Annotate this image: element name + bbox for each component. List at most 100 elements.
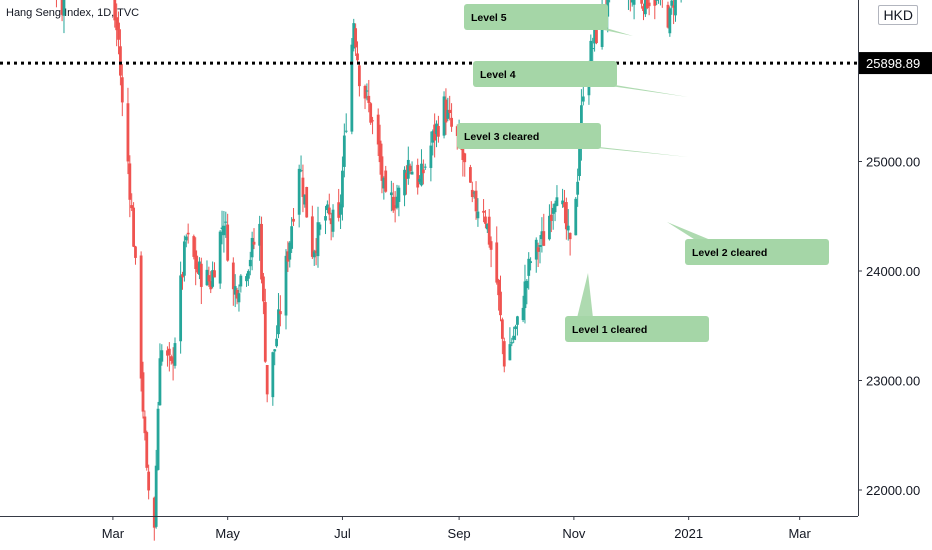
candle-body	[499, 291, 502, 316]
candle-body	[312, 251, 316, 258]
x-tick-label: 2021	[674, 526, 703, 541]
callout-box[interactable]	[473, 61, 617, 87]
candle-body	[510, 342, 514, 344]
candle-body	[356, 53, 359, 61]
candle-body	[205, 269, 209, 286]
callout-label: Level 5	[471, 12, 507, 24]
candle-body	[258, 223, 262, 246]
candle-body	[192, 236, 196, 257]
candle-body	[429, 145, 433, 168]
callout-box[interactable]	[457, 123, 601, 149]
candle-body	[566, 225, 570, 231]
candle-body	[376, 114, 380, 145]
candle-body	[173, 343, 177, 366]
callout-pointer	[587, 147, 688, 157]
candle-body	[630, 0, 634, 3]
candle-body	[301, 177, 305, 197]
candle-body	[220, 227, 224, 230]
candle-body	[593, 27, 596, 44]
candle-body	[211, 270, 215, 287]
candle-body	[271, 352, 275, 398]
candle-body	[521, 307, 525, 321]
candle-body	[497, 279, 501, 296]
candle-body	[143, 416, 147, 434]
candle-body	[420, 163, 423, 186]
x-tick-label: Mar	[788, 526, 811, 541]
candle-body	[284, 255, 288, 316]
candle-body	[595, 26, 598, 44]
candle-body	[292, 218, 295, 222]
candle-body	[260, 223, 263, 280]
candle-body	[563, 202, 566, 208]
candle-body	[303, 194, 307, 205]
candle-body	[421, 169, 425, 174]
candle-body	[325, 204, 329, 211]
candle-body	[278, 311, 282, 315]
candle-body	[171, 357, 175, 364]
candle-body	[393, 205, 397, 209]
candle-body	[62, 0, 66, 16]
candle-body	[647, 2, 651, 7]
candle-body	[350, 44, 354, 132]
candle-body	[632, 0, 636, 5]
candle-body	[318, 224, 322, 230]
candle-body	[139, 255, 143, 379]
candle-body	[132, 207, 135, 247]
candle-body	[154, 465, 158, 527]
candle-body	[224, 221, 228, 223]
candle-body	[525, 280, 529, 289]
candle-body	[145, 432, 149, 468]
candle-body	[500, 319, 504, 339]
candle-body	[591, 48, 595, 50]
candle-body	[354, 28, 358, 48]
callout-label: Level 3 cleared	[464, 131, 539, 143]
candle-body	[512, 335, 516, 340]
candle-body	[468, 167, 472, 183]
candle-body	[245, 276, 248, 282]
candle-body	[444, 99, 448, 123]
candle-body	[538, 245, 542, 247]
callout-box[interactable]	[685, 239, 829, 265]
candle-body	[442, 96, 446, 136]
x-tick-label: Mar	[102, 526, 125, 541]
candle-body	[265, 364, 269, 395]
callout-box[interactable]	[464, 4, 608, 30]
candle-body	[299, 170, 303, 172]
candle-body	[331, 209, 335, 232]
candle-body	[474, 190, 478, 212]
candle-body	[314, 250, 318, 254]
currency-badge[interactable]: HKD	[878, 5, 918, 25]
candle-body	[363, 85, 367, 99]
candle-body	[672, 5, 676, 8]
candle-body	[446, 109, 450, 119]
candle-body	[262, 276, 265, 302]
candle-body	[527, 258, 531, 276]
candle-body	[482, 210, 485, 213]
candle-body	[250, 237, 254, 258]
candle-body	[508, 344, 512, 361]
level-price-tag	[859, 52, 932, 75]
candle-body	[130, 205, 134, 209]
candle-body	[237, 293, 241, 303]
candle-body	[120, 77, 124, 103]
y-tick-label: 22000.00	[866, 483, 920, 498]
candle-body	[196, 263, 199, 273]
candle-body	[113, 0, 117, 21]
candle-body	[186, 232, 190, 235]
candle-body	[226, 224, 230, 261]
candle-body	[275, 338, 278, 347]
candle-body	[160, 350, 164, 362]
candle-body	[128, 163, 132, 200]
candle-body	[248, 259, 252, 267]
candle-body	[423, 166, 427, 168]
callout-box[interactable]	[565, 316, 709, 342]
candle-body	[158, 358, 162, 406]
candle-body	[534, 239, 538, 260]
candle-body	[371, 120, 374, 122]
candle-body	[60, 0, 64, 15]
candle-body	[391, 196, 395, 211]
candle-body	[152, 497, 156, 528]
callout-pointer	[577, 273, 593, 318]
